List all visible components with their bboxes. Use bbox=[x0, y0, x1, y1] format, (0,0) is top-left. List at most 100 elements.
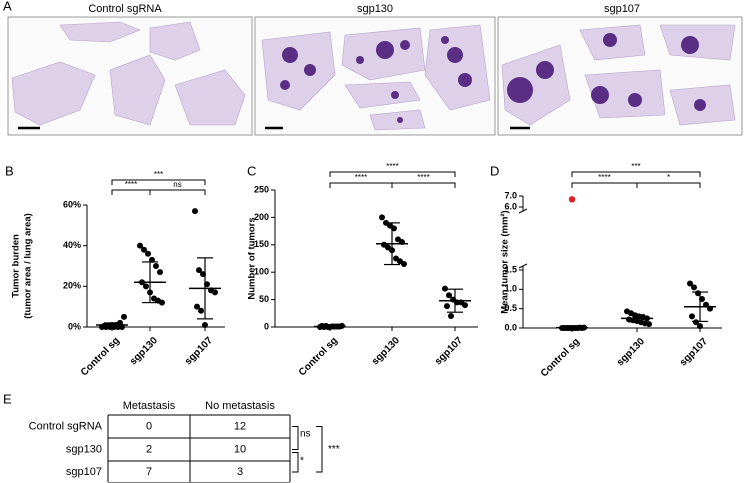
significance-label: ns bbox=[300, 429, 311, 440]
significance-bracket bbox=[111, 189, 151, 195]
y-tick-label: 40% bbox=[63, 240, 81, 250]
significance-label: *** bbox=[328, 444, 340, 455]
data-point bbox=[145, 250, 151, 257]
table-cell: 2 bbox=[146, 443, 152, 455]
data-point bbox=[159, 299, 165, 306]
significance-label: * bbox=[667, 173, 670, 182]
data-point bbox=[697, 323, 703, 330]
panel-letter: B bbox=[5, 163, 14, 178]
significance-bracket bbox=[571, 182, 638, 188]
data-point bbox=[194, 303, 200, 310]
row-header: sgp107 bbox=[66, 466, 102, 478]
x-tick-label: sgp130 bbox=[128, 335, 160, 367]
data-point bbox=[212, 289, 218, 296]
data-point bbox=[202, 321, 208, 328]
significance-label: **** bbox=[386, 162, 398, 171]
significance-bracket bbox=[329, 171, 456, 177]
significance-bracket bbox=[292, 426, 299, 450]
significance-bracket bbox=[292, 452, 299, 473]
panel-letter: C bbox=[247, 163, 256, 178]
panel-letter: E bbox=[3, 391, 12, 406]
data-point bbox=[153, 263, 159, 269]
y-tick-label: 250 bbox=[254, 184, 269, 194]
y-tick-label: 0% bbox=[68, 321, 81, 331]
significance-label: **** bbox=[598, 173, 610, 182]
data-point bbox=[646, 321, 652, 328]
image-title: Control sgRNA bbox=[88, 3, 162, 15]
significance-label: **** bbox=[417, 173, 429, 182]
y-tick-label: 1.5 bbox=[504, 264, 517, 274]
data-point bbox=[448, 313, 454, 320]
data-point bbox=[137, 242, 143, 249]
data-point bbox=[691, 284, 697, 291]
significance-label: *** bbox=[631, 162, 640, 171]
data-point bbox=[198, 307, 204, 314]
data-point bbox=[196, 267, 202, 274]
y-tick-label: 200 bbox=[254, 212, 269, 222]
y-tick-label: 100 bbox=[254, 267, 269, 277]
data-point bbox=[143, 283, 149, 290]
table-cell: 10 bbox=[234, 443, 246, 455]
row-header: sgp130 bbox=[66, 443, 102, 455]
y-tick-label: 20% bbox=[63, 281, 81, 291]
data-point bbox=[444, 303, 450, 310]
significance-label: *** bbox=[154, 170, 163, 179]
significance-bracket bbox=[571, 171, 701, 177]
y-axis-label: Tumor burden bbox=[11, 234, 22, 298]
table-cell: 7 bbox=[146, 466, 152, 478]
x-tick-label: sgp107 bbox=[433, 335, 465, 367]
x-tick-label: Control sg bbox=[539, 336, 582, 379]
x-tick-label: sgp107 bbox=[183, 335, 215, 367]
axis-break bbox=[518, 263, 528, 269]
significance-label: ns bbox=[173, 180, 181, 189]
data-point bbox=[379, 214, 385, 221]
significance-label: * bbox=[300, 455, 304, 466]
y-tick-label: 60% bbox=[63, 199, 81, 209]
x-tick-label: sgp130 bbox=[370, 335, 402, 367]
column-header: No metastasis bbox=[205, 400, 275, 412]
panel-letter: A bbox=[3, 0, 12, 13]
y-tick-label: 1.0 bbox=[504, 284, 517, 294]
x-tick-label: sgp107 bbox=[678, 336, 710, 368]
table-cell: 0 bbox=[146, 420, 152, 432]
data-point bbox=[462, 302, 468, 309]
axis-break bbox=[518, 208, 528, 214]
data-point bbox=[192, 208, 198, 215]
y-tick-label: 150 bbox=[254, 239, 269, 249]
panel-letter: D bbox=[490, 163, 499, 178]
y-tick-label: 0 bbox=[264, 321, 269, 331]
outlier-point bbox=[568, 196, 576, 203]
y-tick-label: 6.0 bbox=[504, 201, 517, 211]
image-title: sgp130 bbox=[357, 3, 393, 15]
significance-bracket bbox=[391, 182, 456, 188]
data-point bbox=[121, 313, 127, 320]
histology-images bbox=[7, 16, 743, 136]
significance-bracket bbox=[316, 426, 323, 473]
y-tick-label: 0.5 bbox=[504, 303, 517, 313]
data-point bbox=[689, 313, 695, 320]
significance-bracket bbox=[111, 179, 206, 185]
data-point bbox=[401, 260, 407, 267]
y-axis-label: Mean tumor size (mm²) bbox=[500, 210, 511, 313]
data-point bbox=[693, 319, 699, 326]
data-point bbox=[687, 280, 693, 287]
significance-label: **** bbox=[125, 180, 137, 189]
data-point bbox=[141, 246, 147, 253]
y-tick-label: 0.0 bbox=[504, 322, 517, 332]
x-tick-label: Control sg bbox=[79, 335, 122, 378]
image-title: sgp107 bbox=[604, 3, 640, 15]
data-point bbox=[157, 269, 163, 276]
significance-label: **** bbox=[355, 173, 367, 182]
y-tick-label: 7.0 bbox=[504, 190, 517, 200]
table-cell: 3 bbox=[237, 466, 243, 478]
y-axis-label: (tumor area / lung area) bbox=[23, 213, 34, 319]
x-tick-label: sgp130 bbox=[615, 336, 647, 368]
data-point bbox=[442, 285, 448, 292]
y-tick-label: 50 bbox=[259, 294, 269, 304]
x-tick-label: Control sg bbox=[297, 335, 340, 378]
y-axis-label: Number of tumors bbox=[247, 217, 258, 299]
significance-bracket bbox=[149, 189, 206, 195]
data-point bbox=[446, 292, 452, 299]
table-cell: 12 bbox=[234, 420, 246, 432]
